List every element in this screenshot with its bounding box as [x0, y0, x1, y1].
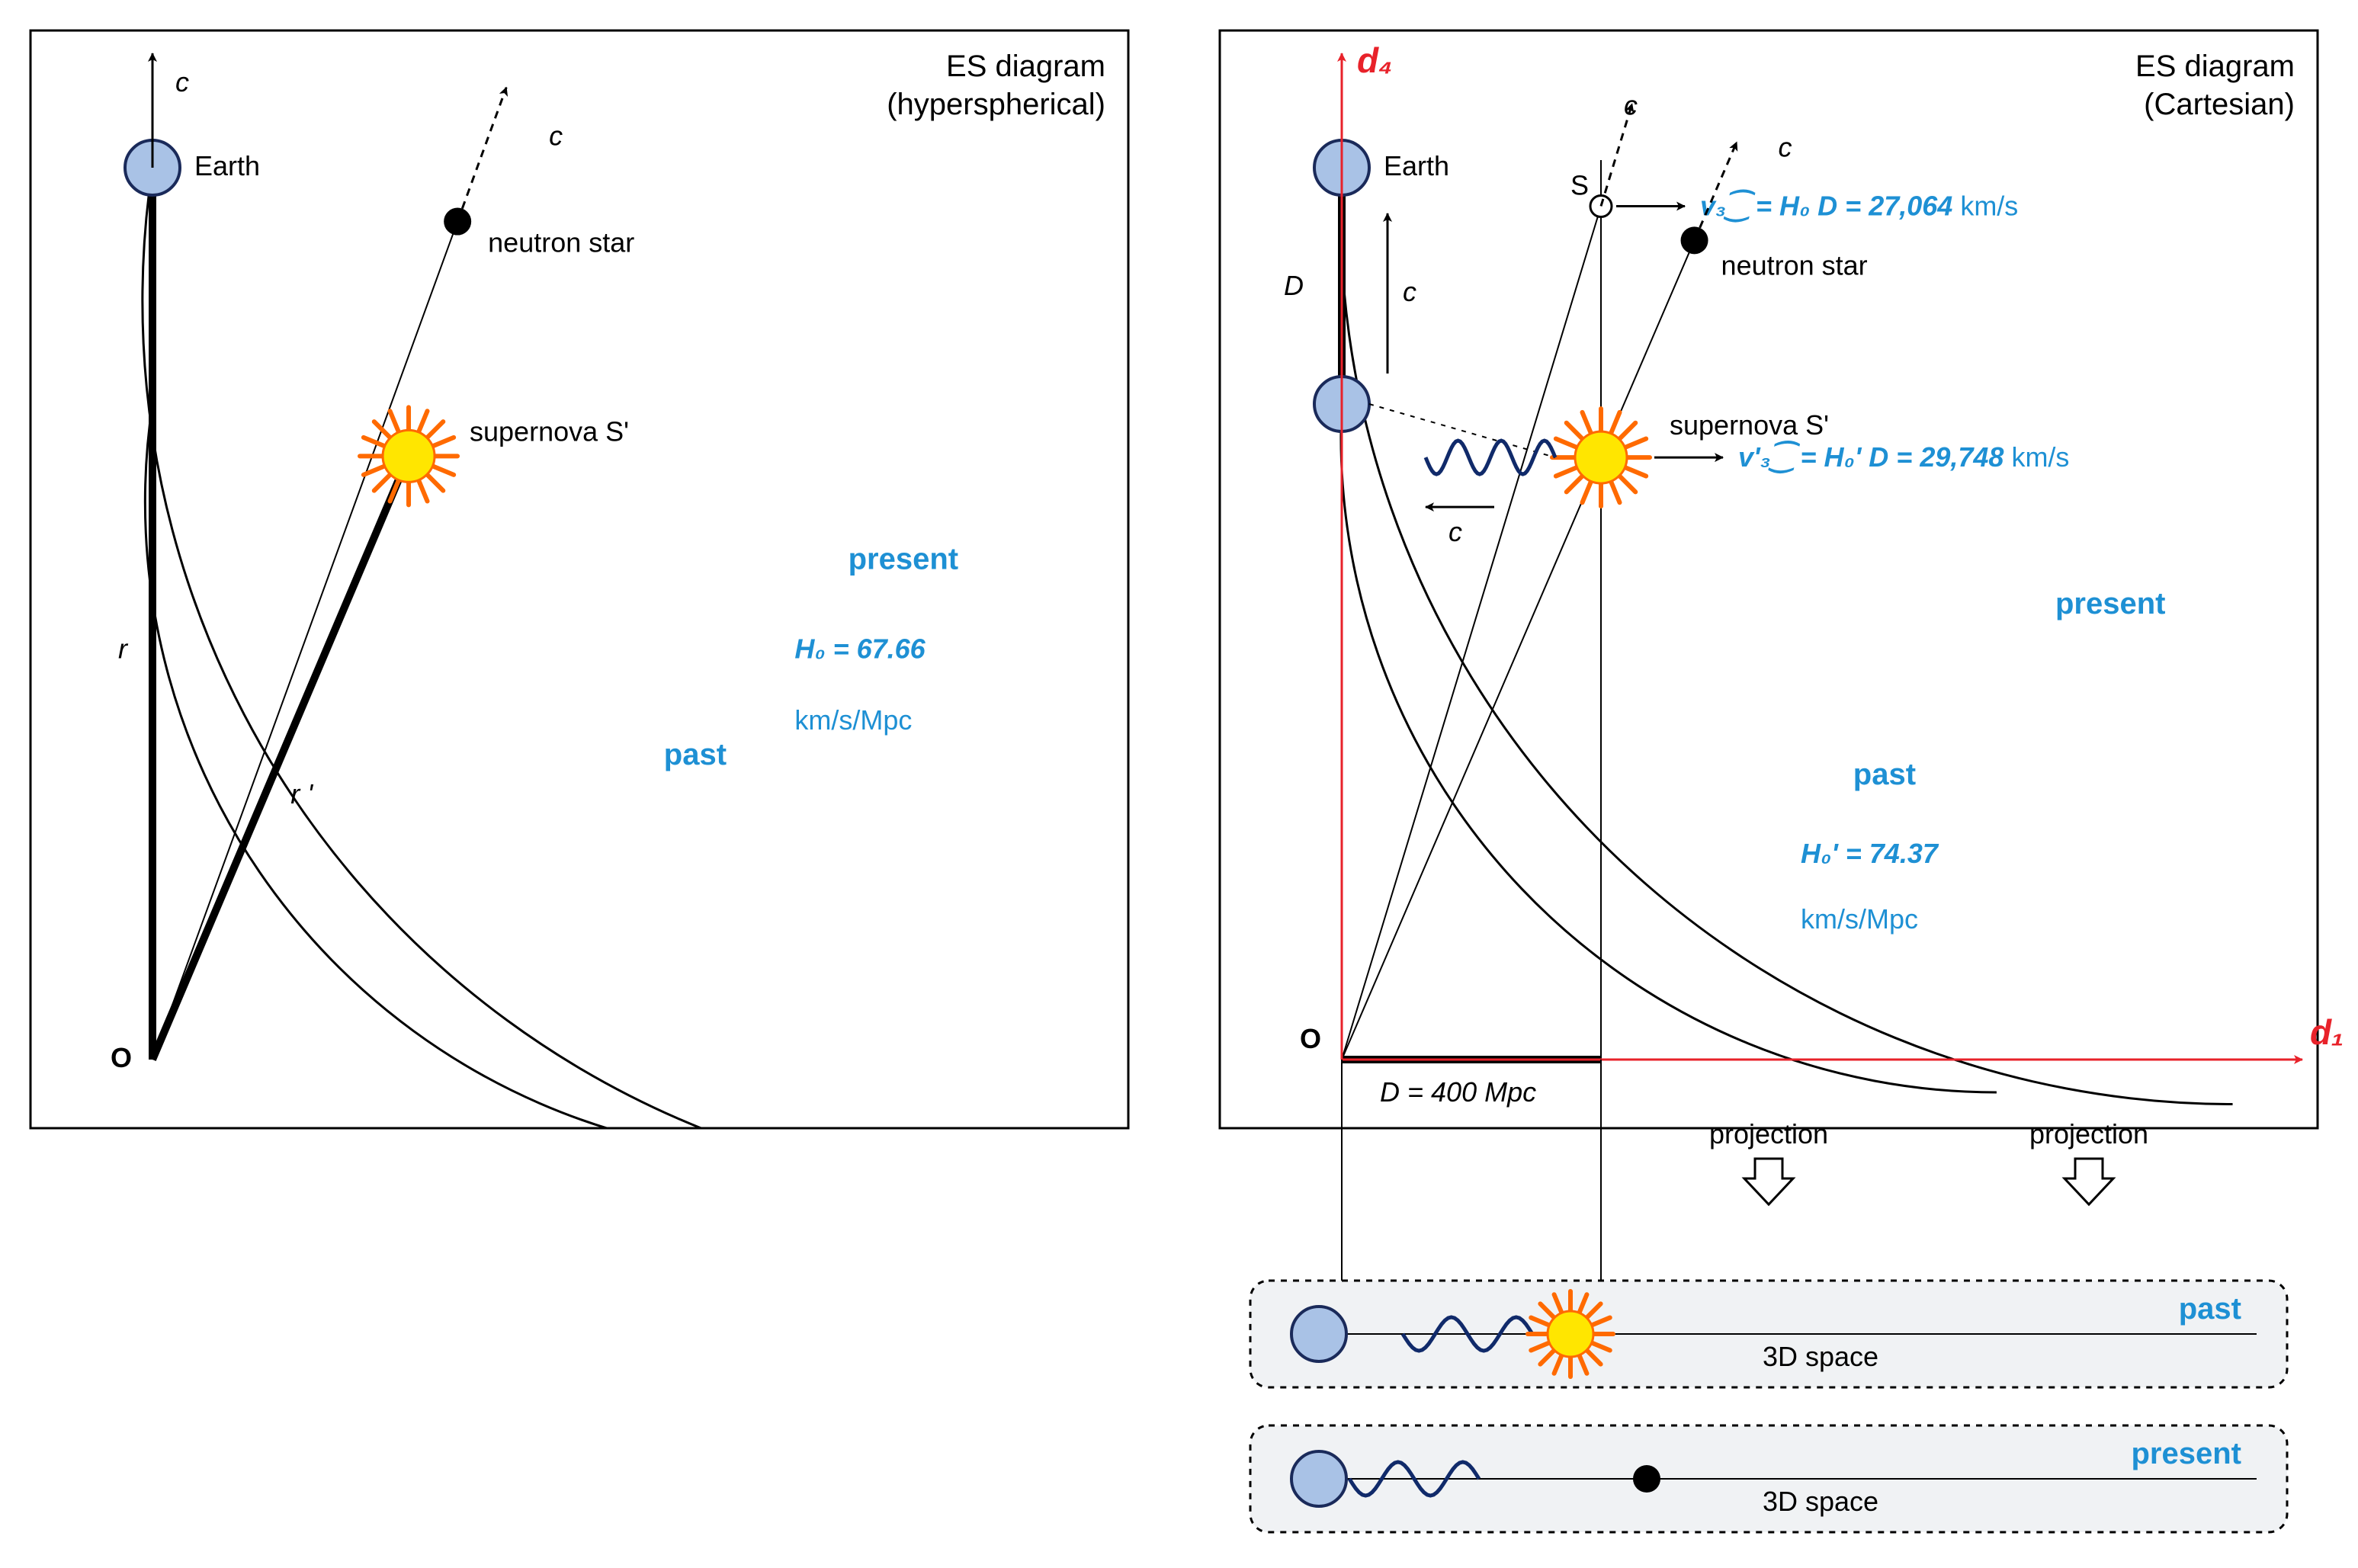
- projection-present: present 3D space: [1250, 1425, 2287, 1532]
- neutron-proj-icon: [1633, 1465, 1660, 1493]
- left-rprime-line: [152, 456, 409, 1060]
- neutron-r-label: neutron star: [1721, 249, 1868, 281]
- right-title1: ES diagram: [2135, 50, 2295, 83]
- r-label: r: [118, 633, 129, 665]
- c-label-2: c: [549, 120, 563, 152]
- v3dp-label: v'₃⁐ = H₀' D = 29,748km/s: [1738, 441, 2069, 474]
- origin-label: O: [111, 1042, 132, 1073]
- c-label-1: c: [175, 66, 189, 98]
- d-eq-label: D = 400 Mpc: [1380, 1076, 1536, 1108]
- axis-d4: d₄: [1357, 40, 1393, 80]
- past-label: past: [664, 738, 727, 771]
- c-r1: c: [1624, 89, 1638, 120]
- past-r: past: [1853, 758, 1916, 791]
- earth-proj-icon: [1291, 1451, 1346, 1506]
- s-label: S: [1570, 169, 1589, 200]
- left-panel: ES diagram (hyperspherical) Earth neutron s…: [30, 30, 1128, 1193]
- c-r4: c: [1448, 516, 1462, 547]
- projection-1: projection: [1709, 1118, 1828, 1150]
- left-present-arc: [143, 168, 1035, 1193]
- supernova-label: supernova S': [470, 415, 629, 447]
- c-r3: c: [1403, 276, 1416, 307]
- left-past-arc: [145, 404, 800, 1158]
- d-label: D: [1284, 270, 1304, 301]
- earth-proj-icon: [1291, 1307, 1346, 1361]
- left-title2: (hyperspherical): [887, 88, 1105, 121]
- left-title1: ES diagram: [946, 50, 1105, 83]
- proj-present-label: present: [2132, 1437, 2242, 1470]
- c-r2: c: [1779, 131, 1792, 162]
- neutron-label: neutron star: [488, 227, 634, 258]
- supernova-r-label: supernova S': [1670, 409, 1829, 441]
- present-r: present: [2055, 587, 2166, 620]
- origin-r: O: [1300, 1023, 1321, 1054]
- h0-unit: km/s/Mpc: [794, 704, 912, 736]
- v3d-label: v₃⁐ = H₀ D = 27,064km/s: [1700, 189, 2018, 223]
- present-label: present: [849, 543, 959, 576]
- right-title2: (Cartesian): [2144, 88, 2295, 121]
- proj-past-label: past: [2179, 1292, 2241, 1326]
- proj-3d-label: 3D space: [1763, 1486, 1878, 1517]
- earth-r-label: Earth: [1384, 150, 1449, 181]
- axis-d1: d₁: [2310, 1012, 2344, 1052]
- projection-2: projection: [2029, 1118, 2148, 1150]
- earth-label: Earth: [194, 150, 260, 181]
- proj-3d-label: 3D space: [1763, 1341, 1878, 1372]
- rprime-label: r ': [290, 778, 313, 810]
- projection-past: past 3D space: [1250, 1281, 2287, 1387]
- h0-label: H₀ = 67.66: [794, 633, 926, 665]
- right-panel: ES diagram (Cartesian) d₁ d₄ D = 400 Mpc c c Ea…: [1220, 30, 2344, 1128]
- h0p-label: H₀' = 74.37: [1801, 838, 1939, 869]
- right-present-arc: [1341, 168, 2233, 1104]
- h0p-unit: km/s/Mpc: [1801, 903, 1918, 935]
